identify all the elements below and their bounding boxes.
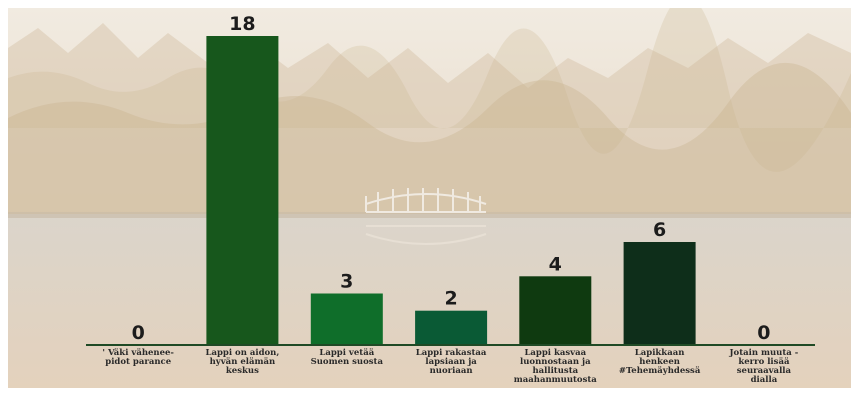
value-label-2: 3 xyxy=(340,271,353,293)
category-label-4: Lappi kasvaa luonnostaan ja hallitusta maah… xyxy=(514,348,598,385)
category-label-5: Lapikkaan henkeen #Tehemäyhdessä xyxy=(619,348,701,376)
bar-3 xyxy=(415,310,488,345)
category-label-6: Jotain muuta -kerro lisää seuraavalla dial… xyxy=(729,348,799,385)
category-labels-layer: ' Väki vähenee-pidot parance Lappi on aid… xyxy=(102,347,798,385)
bar-2 xyxy=(310,293,383,345)
value-label-1: 18 xyxy=(229,13,255,35)
chart-frame: 0 18 3 2 4 6 0 ' Väki vähenee-pidot parance Lap… xyxy=(8,8,851,388)
bar-4 xyxy=(519,276,592,345)
bar-1 xyxy=(206,36,279,345)
bar-5 xyxy=(623,242,696,345)
bar-chart: 0 18 3 2 4 6 0 ' Väki vähenee-pidot parance Lap… xyxy=(8,8,851,388)
category-label-1: Lappi on aidon, hyvän elämän keskus xyxy=(205,348,279,376)
value-label-4: 4 xyxy=(549,253,562,275)
category-label-0: ' Väki vähenee-pidot parance xyxy=(102,347,174,367)
value-labels-layer: 0 18 3 2 4 6 0 xyxy=(132,13,771,344)
value-label-3: 2 xyxy=(444,288,457,310)
category-label-3: Lappi rakastaa lapsiaan ja nuoriaan xyxy=(416,348,487,376)
value-label-0: 0 xyxy=(132,322,145,344)
category-label-2: Lappi vetää Suomen suosta xyxy=(311,347,384,367)
value-label-6: 0 xyxy=(757,322,770,344)
value-label-5: 6 xyxy=(653,219,666,241)
bars-layer xyxy=(206,36,696,345)
